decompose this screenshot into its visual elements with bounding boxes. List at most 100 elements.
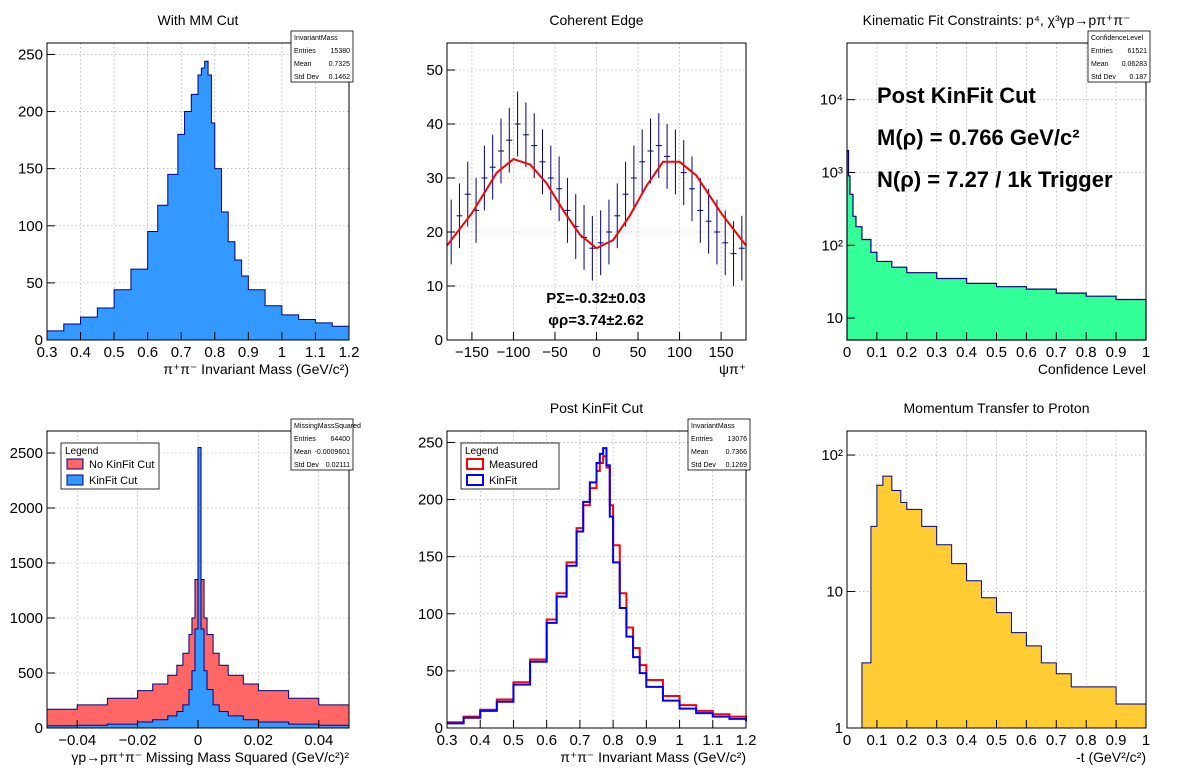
x-tick-label: 0.9 (636, 732, 657, 749)
y-tick-label: 0 (435, 332, 443, 349)
chart-title: Kinematic Fit Constraints: p⁴, χ³γp→pπ⁺π… (863, 12, 1131, 28)
stats-box-title: InvariantMass (691, 423, 735, 430)
x-axis-label: -t (GeV²/c²) (1076, 749, 1146, 765)
x-tick-label: 0.6 (1016, 344, 1037, 361)
y-tick-label: 40 (426, 116, 443, 133)
stats-row-value: 0.187 (1129, 74, 1147, 81)
y-tick-label: 10² (821, 447, 843, 464)
x-tick-label: 0.4 (956, 344, 977, 361)
y-tick-label: 50 (426, 62, 443, 79)
y-tick-label: 150 (418, 549, 443, 566)
x-tick-label: 1 (675, 732, 683, 749)
x-tick-label: 0.8 (204, 344, 225, 361)
y-tick-label: 50 (26, 275, 43, 292)
legend-label: KinFit (489, 475, 517, 487)
x-tick-label: 0.4 (956, 732, 977, 749)
legend-label: No KinFit Cut (89, 459, 154, 471)
y-tick-label: 2500 (10, 445, 43, 462)
stats-row-value: 0.06283 (1122, 61, 1147, 68)
x-tick-label: 0.5 (503, 732, 524, 749)
x-tick-label: 0.7 (1046, 344, 1067, 361)
chart-title: Coherent Edge (549, 12, 643, 28)
legend-swatch (466, 474, 484, 486)
y-tick-label: 250 (18, 46, 43, 63)
x-tick-label: 0.8 (1076, 732, 1097, 749)
x-tick-label: −0.02 (119, 732, 157, 749)
annotation-text: PΣ=-0.32±0.03 (546, 290, 645, 307)
stats-row-label: Std Dev (1091, 74, 1116, 81)
y-tick-label: 10⁴ (820, 92, 843, 109)
y-tick-label: 1500 (10, 555, 43, 572)
stats-row-value: 0.7325 (329, 61, 351, 68)
histogram-fill (846, 149, 1147, 341)
stats-row-label: Std Dev (294, 462, 319, 469)
x-tick-label: 0.1 (866, 732, 887, 749)
chart-panel-p2: −150 −100 −50 0 50 100 150 0 10 20 30 40 50 Coherent … (426, 12, 747, 377)
stats-row-value: 64400 (331, 436, 351, 443)
y-tick-label: 2000 (10, 500, 43, 517)
y-tick-label: 20 (426, 224, 443, 241)
legend-title: Legend (65, 446, 98, 457)
x-tick-label: −50 (542, 344, 567, 361)
chart-panel-p6: 0 0.1 0.2 0.3 0.4 0.5 0.6 0.7 0.8 0.9 1 1 10 10² Momen… (821, 400, 1150, 765)
y-tick-label: 250 (418, 434, 443, 451)
x-tick-label: 0.6 (536, 732, 557, 749)
x-axis-label: π⁺π⁻ Invariant Mass (GeV/c²) (560, 749, 746, 765)
annotation-text: φρ=3.74±2.62 (548, 312, 643, 329)
stats-row-label: Entries (294, 48, 316, 55)
stats-row-label: Entries (1091, 48, 1113, 55)
legend-swatch (466, 458, 484, 470)
y-tick-label: 100 (418, 606, 443, 623)
x-axis-label: Confidence Level (1038, 361, 1146, 377)
stats-row-label: Std Dev (294, 74, 319, 81)
y-tick-label: 1000 (10, 610, 43, 627)
x-tick-label: 1 (278, 344, 286, 361)
x-axis-label: π⁺π⁻ Invariant Mass (GeV/c²) (163, 361, 349, 377)
x-tick-label: 0.9 (1106, 344, 1127, 361)
histogram-series-1 (46, 447, 350, 729)
stats-box (290, 30, 354, 83)
annotation-text: Post KinFit Cut (877, 83, 1037, 108)
annotation-text: N(ρ) = 7.27 / 1k Trigger (877, 167, 1113, 192)
legend-title: Legend (465, 446, 498, 457)
plot-frame (446, 430, 747, 729)
y-tick-label: 30 (426, 170, 443, 187)
x-tick-label: 0 (592, 344, 600, 361)
chart-panel-p1: 0.3 0.4 0.5 0.6 0.7 0.8 0.9 1 1.1 1.2 0 50 100 150 200… (18, 12, 359, 377)
x-tick-label: 50 (630, 344, 647, 361)
x-tick-label: 1 (1142, 732, 1150, 749)
y-tick-label: 10² (821, 237, 843, 254)
stats-row-label: Entries (294, 436, 316, 443)
x-axis-label: ψπ⁺ (719, 361, 746, 377)
x-tick-label: 0 (843, 344, 851, 361)
x-tick-label: −150 (455, 344, 489, 361)
fit-curve (446, 157, 747, 250)
y-tick-label: 1 (835, 720, 843, 737)
histogram-line-1 (447, 447, 747, 725)
x-tick-label: 0 (843, 732, 851, 749)
x-tick-label: 0.02 (244, 732, 273, 749)
x-tick-label: 0.6 (1016, 732, 1037, 749)
chart-panel-p4: −0.04 −0.02 0 0.02 0.04 0 500 1000 1500 2000 2500 γ… (10, 418, 361, 765)
stats-row-value: 0.1269 (726, 462, 748, 469)
y-tick-label: 200 (418, 492, 443, 509)
x-tick-label: 0.5 (104, 344, 125, 361)
x-tick-label: 0.7 (171, 344, 192, 361)
x-tick-label: 150 (709, 344, 734, 361)
y-tick-label: 0 (35, 332, 43, 349)
stats-box (290, 418, 354, 471)
chart-panel-p3: 0 0.1 0.2 0.3 0.4 0.5 0.6 0.7 0.8 0.9 1 10 10² 10³ 10⁴… (820, 12, 1151, 377)
x-tick-label: 0.3 (926, 344, 947, 361)
x-tick-label: 0.5 (986, 344, 1007, 361)
stats-row-value: 0.02111 (326, 462, 350, 469)
y-tick-label: 0 (435, 720, 443, 737)
stats-box-title: MissingMassSquared (294, 423, 361, 430)
x-tick-label: 1.1 (305, 344, 326, 361)
stats-row-label: Std Dev (691, 462, 716, 469)
stats-box (687, 418, 751, 471)
y-tick-label: 10 (826, 584, 843, 601)
stats-box-title: ConfidenceLevel (1091, 35, 1144, 42)
x-tick-label: −0.04 (58, 732, 96, 749)
y-tick-label: 10³ (821, 164, 843, 181)
